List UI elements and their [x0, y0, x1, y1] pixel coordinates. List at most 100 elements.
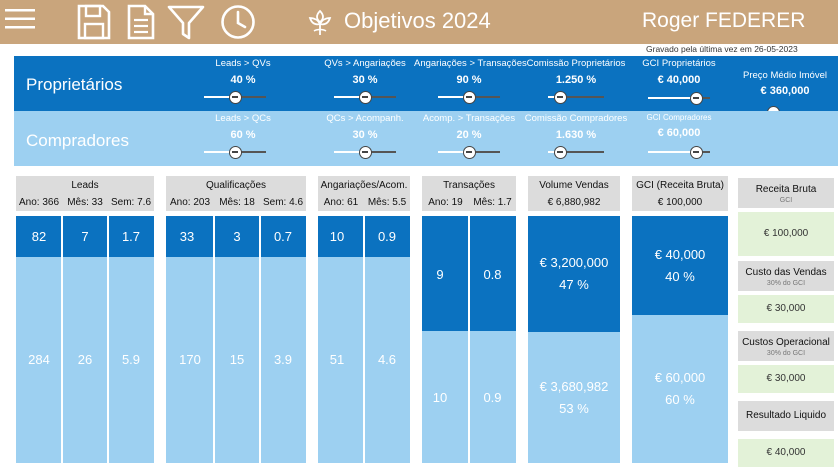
slider-track[interactable]: [548, 151, 604, 153]
gci-buyers-value: € 60,000: [654, 370, 706, 385]
slider-fill: [204, 96, 235, 98]
volume-owners-block: € 3,200,000 47 %: [528, 216, 620, 332]
custo-vendas-header: Custo das Vendas 30% do GCI: [738, 261, 834, 291]
acomp-transacoes-slider[interactable]: [438, 146, 500, 159]
qcs-acompanh-slider[interactable]: [334, 146, 396, 159]
leads-qvs-control: Leads > QVs 40 %: [198, 58, 288, 86]
gci-compradores-label: GCI Compradores: [646, 113, 712, 122]
divider: [107, 216, 109, 463]
divider: [363, 216, 365, 463]
gci-buyers-block: € 60,000 60 %: [632, 315, 728, 463]
leads-qcs-slider[interactable]: [204, 146, 266, 159]
slider-thumb[interactable]: [463, 91, 476, 104]
gci-proprietarios-value: € 40,000: [657, 74, 701, 86]
volume-vendas-group: Volume Vendas € 6,880,982 € 3,200,000 47…: [528, 176, 620, 463]
leads-buyers-row: 284 26 5.9: [16, 257, 154, 463]
angariacoes-transacoes-slider[interactable]: [438, 91, 500, 104]
divider: [213, 216, 215, 463]
acomp-transacoes-control: Acomp. > Transações 20 %: [414, 113, 524, 141]
transacoes-owners-month: 0.8: [483, 267, 502, 282]
gci-compradores-slider[interactable]: [648, 146, 710, 159]
slider-thumb[interactable]: [554, 91, 567, 104]
owners-label: Proprietários: [26, 75, 123, 94]
slider-thumb[interactable]: [229, 146, 242, 159]
gci-owners-block: € 40,000 40 %: [632, 216, 728, 315]
leads-owners-year: 82: [31, 229, 47, 244]
transacoes-buyers-year: 10: [432, 390, 448, 405]
save-icon[interactable]: [76, 3, 112, 41]
receita-bruta-value: € 100,000: [738, 212, 834, 256]
angariacoes-transacoes-control: Angariações > Transações 90 %: [414, 58, 527, 86]
slider-thumb[interactable]: [359, 91, 372, 104]
gci-proprietarios-slider[interactable]: [648, 92, 710, 105]
comissao-proprietarios-slider[interactable]: [548, 91, 604, 104]
comissao-compradores-control: Comissão Compradores 1.630 %: [524, 113, 628, 141]
buyers-label: Compradores: [26, 131, 129, 150]
leads-buyers-week: 5.9: [121, 352, 141, 367]
divider: [259, 216, 261, 463]
leaf-logo-icon: [308, 9, 332, 35]
qualificacoes-year: Ano: 203: [169, 197, 211, 208]
leads-title: Leads: [71, 180, 99, 191]
resultado-liquido-value: € 40,000: [738, 439, 834, 467]
slider-fill: [648, 151, 696, 153]
leads-qcs-value: 60 %: [230, 129, 256, 141]
document-icon[interactable]: [126, 3, 156, 41]
qualificacoes-buyers-year: 170: [179, 352, 201, 367]
volume-owners-pct: 47 %: [559, 277, 589, 292]
gci-proprietarios-label: GCI Proprietários: [642, 58, 716, 69]
qualificacoes-buyers-week: 3.9: [273, 352, 293, 367]
volume-buyers-block: € 3,680,982 53 %: [528, 332, 620, 463]
buyers-panel: Compradores Leads > QCs 60 % QCs > Acomp…: [14, 111, 838, 166]
transacoes-month: Mês: 1.7: [473, 197, 512, 208]
slider-thumb[interactable]: [229, 91, 242, 104]
angariacoes-title: Angariações/Acom.: [320, 180, 408, 191]
filter-icon[interactable]: [166, 3, 206, 41]
gci-compradores-value: € 60,000: [657, 127, 701, 139]
volume-vendas-title: Volume Vendas: [539, 180, 609, 191]
qualificacoes-month: Mês: 18: [219, 197, 255, 208]
qvs-angariacoes-value: 30 %: [352, 74, 378, 86]
comissao-proprietarios-control: Comissão Proprietários 1.250 %: [524, 58, 628, 86]
volume-buyers-value: € 3,680,982: [539, 378, 609, 394]
leads-header: Leads Ano: 366 Mês: 33 Sem: 7.6: [16, 176, 154, 211]
qvs-angariacoes-slider[interactable]: [334, 91, 396, 104]
slider-thumb[interactable]: [359, 146, 372, 159]
transacoes-year: Ano: 19: [428, 197, 463, 208]
receita-bruta-card: Receita Bruta GCI € 100,000: [738, 178, 834, 256]
angariacoes-owners-month: 0.9: [377, 229, 397, 244]
leads-group: Leads Ano: 366 Mês: 33 Sem: 7.6 82 7 1.7…: [16, 176, 154, 463]
angariacoes-transacoes-value: 90 %: [456, 74, 482, 86]
leads-qvs-value: 40 %: [230, 74, 256, 86]
custos-operacional-card: Custos Operacional 30% do GCI € 30,000: [738, 331, 834, 393]
custos-operacional-value: € 30,000: [738, 365, 834, 393]
slider-fill: [334, 151, 365, 153]
custos-operacional-sub: 30% do GCI: [766, 350, 806, 357]
leads-buyers-month: 26: [77, 352, 93, 367]
last-saved-text: Gravado pela última vez em 26-05-2023: [646, 44, 798, 54]
slider-track[interactable]: [548, 96, 604, 98]
clock-icon[interactable]: [219, 3, 257, 41]
angariacoes-month: Mês: 5.5: [367, 197, 407, 208]
acomp-transacoes-label: Acomp. > Transações: [422, 113, 516, 124]
slider-fill: [334, 96, 365, 98]
gci-proprietarios-control: GCI Proprietários € 40,000: [628, 58, 730, 86]
volume-owners-value: € 3,200,000: [539, 255, 609, 270]
slider-thumb[interactable]: [690, 146, 703, 159]
top-bar: Objetivos 2024 Roger FEDERER: [0, 0, 838, 44]
menu-icon[interactable]: [5, 8, 35, 30]
resultado-liquido-label: Resultado Liquido: [745, 410, 827, 421]
slider-thumb[interactable]: [554, 146, 567, 159]
slider-fill: [648, 97, 696, 99]
custo-vendas-label: Custo das Vendas: [745, 267, 827, 278]
custos-operacional-header: Custos Operacional 30% do GCI: [738, 331, 834, 361]
angariacoes-owners-year: 10: [329, 229, 345, 244]
slider-thumb[interactable]: [690, 92, 703, 105]
comissao-proprietarios-label: Comissão Proprietários: [526, 58, 626, 69]
gci-title: GCI (Receita Bruta): [636, 180, 724, 191]
comissao-proprietarios-value: 1.250 %: [555, 74, 597, 86]
qvs-angariacoes-control: QVs > Angariações 30 %: [320, 58, 410, 86]
comissao-compradores-slider[interactable]: [548, 146, 604, 159]
slider-thumb[interactable]: [463, 146, 476, 159]
leads-qvs-slider[interactable]: [204, 91, 266, 104]
